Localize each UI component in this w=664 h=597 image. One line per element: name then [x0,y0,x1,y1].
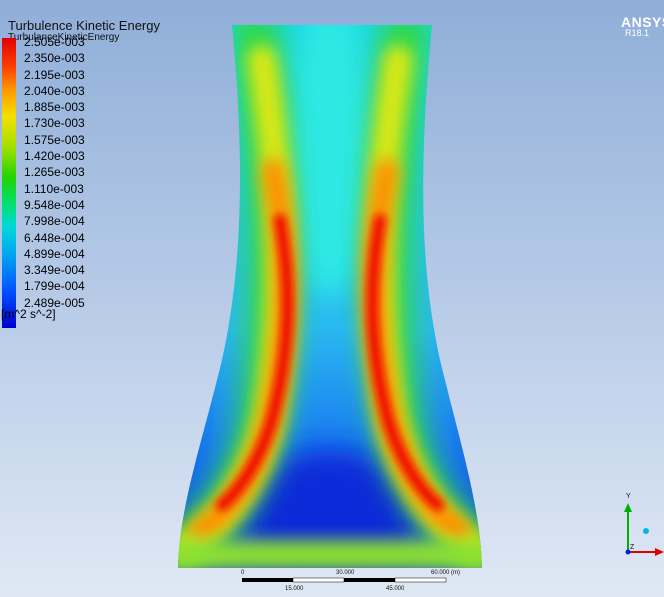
legend-unit: [m^2 s^-2] [1,307,56,321]
legend-tick: 3.349e-004 [24,263,85,278]
legend-tick: 1.110e-003 [24,181,84,196]
y-arrowhead-icon [624,503,632,512]
legend-tick: 2.350e-003 [24,51,85,66]
legend-tick: 2.195e-003 [24,67,85,82]
scale-label-0: 0 [241,570,245,576]
legend-subtitle: TurbulanceKineticEnergy [8,32,120,43]
z-axis-label: Z [630,544,635,551]
legend-title: Turbulence Kinetic Energy [8,18,160,33]
legend-tick: 7.998e-004 [24,214,85,229]
legend-ticks: 2.505e-003 2.350e-003 2.195e-003 2.040e-… [24,34,85,311]
axis-triad[interactable]: Y Z [624,493,664,556]
legend-tick: 9.548e-004 [24,197,85,212]
legend-tick: 1.575e-003 [24,132,85,147]
scale-label-45: 45.000 [386,586,405,592]
tke-field [178,25,482,568]
ansys-logo: ANSYS R18.1 [621,14,664,38]
scale-segment [394,577,447,583]
legend-tick: 2.489e-005 [24,295,85,310]
x-arrowhead-icon [655,548,664,556]
triad-dot-icon [643,528,649,534]
legend-tick: 1.730e-003 [24,116,85,131]
scale-segment [344,578,395,582]
legend-tick: 6.448e-004 [24,230,85,245]
legend-tick: 2.505e-003 [24,35,85,49]
logo-brand: ANSYS [621,14,664,30]
legend-tick: 1.420e-003 [24,149,85,164]
legend-tick: 1.885e-003 [24,100,85,115]
legend-tick: 1.799e-004 [24,279,85,294]
scale-label-60: 60.000 (m) [431,570,460,576]
z-axis-dot-icon [625,549,631,555]
scale-segment [242,578,293,582]
legend-tick: 2.040e-003 [24,83,85,98]
scale-label-30: 30.000 [336,570,355,576]
legend: Turbulence Kinetic Energy TurbulanceKine… [8,19,160,43]
color-bar [2,38,16,328]
logo-version: R18.1 [625,28,650,38]
scale-label-15: 15.000 [285,586,304,592]
y-axis-label: Y [626,493,631,500]
scale-segment [292,577,345,583]
legend-tick: 1.265e-003 [24,165,85,180]
scale-bar: 0 30.000 60.000 (m) 15.000 45.000 [241,570,460,592]
legend-tick: 4.899e-004 [24,246,85,261]
